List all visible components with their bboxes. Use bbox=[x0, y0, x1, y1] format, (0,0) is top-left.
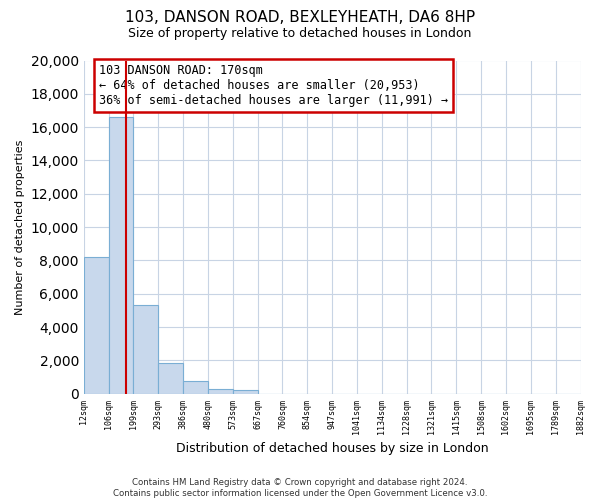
Bar bbox=[208, 389, 233, 394]
Bar bbox=[133, 306, 158, 394]
Bar bbox=[109, 117, 133, 394]
Bar bbox=[183, 382, 208, 394]
Bar bbox=[233, 390, 257, 394]
Bar bbox=[84, 257, 109, 394]
X-axis label: Distribution of detached houses by size in London: Distribution of detached houses by size … bbox=[176, 442, 488, 455]
Text: Contains HM Land Registry data © Crown copyright and database right 2024.
Contai: Contains HM Land Registry data © Crown c… bbox=[113, 478, 487, 498]
Text: Size of property relative to detached houses in London: Size of property relative to detached ho… bbox=[128, 28, 472, 40]
Text: 103, DANSON ROAD, BEXLEYHEATH, DA6 8HP: 103, DANSON ROAD, BEXLEYHEATH, DA6 8HP bbox=[125, 10, 475, 25]
Y-axis label: Number of detached properties: Number of detached properties bbox=[15, 140, 25, 315]
Text: 103 DANSON ROAD: 170sqm
← 64% of detached houses are smaller (20,953)
36% of sem: 103 DANSON ROAD: 170sqm ← 64% of detache… bbox=[98, 64, 448, 107]
Bar bbox=[158, 363, 183, 394]
